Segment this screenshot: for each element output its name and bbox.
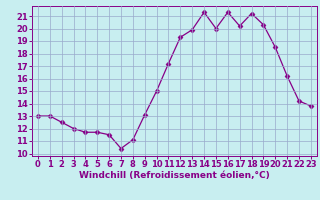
X-axis label: Windchill (Refroidissement éolien,°C): Windchill (Refroidissement éolien,°C)	[79, 171, 270, 180]
